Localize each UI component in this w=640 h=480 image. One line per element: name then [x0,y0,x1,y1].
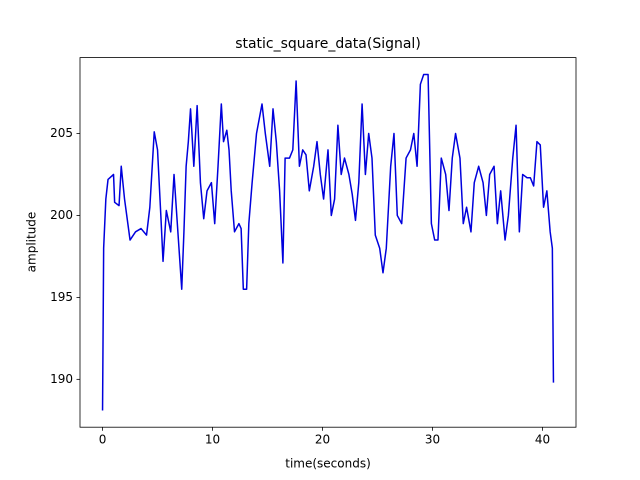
x-tick-label: 0 [99,433,107,447]
plot-frame [79,57,577,428]
chart-title: static_square_data(Signal) [235,36,421,52]
x-tick-label: 10 [205,433,220,447]
x-tick-label: 20 [315,433,330,447]
x-axis-label: time(seconds) [285,457,371,471]
y-tick-label: 195 [50,290,73,304]
y-tick-label: 190 [50,372,73,386]
y-axis-label: amplitude [25,212,39,273]
data-line [101,73,555,411]
y-tick-label: 200 [50,208,73,222]
x-tick-label: 40 [535,433,550,447]
y-tick-label: 205 [50,126,73,140]
x-tick-label: 30 [425,433,440,447]
